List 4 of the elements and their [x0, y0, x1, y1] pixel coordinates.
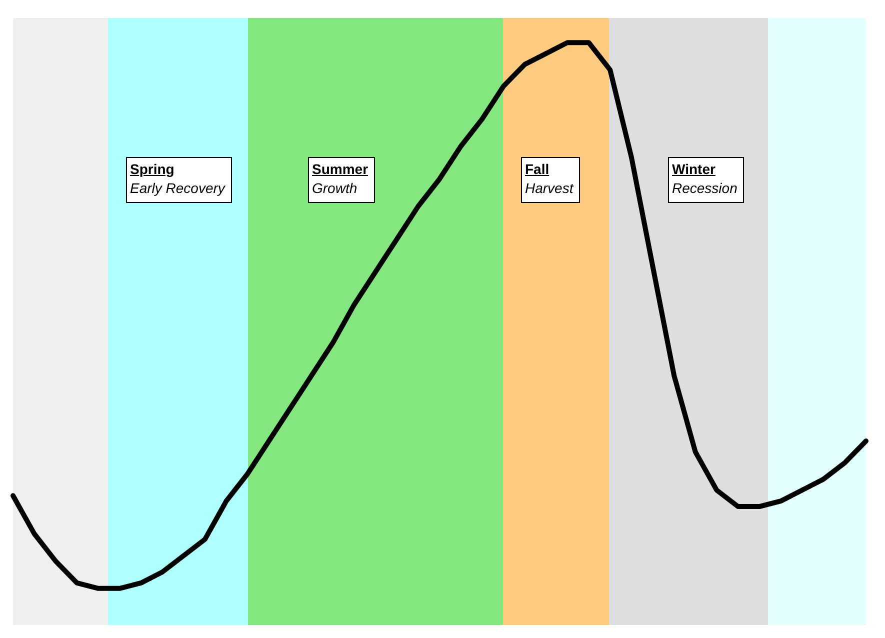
annotation: Fall Harvest: [525, 160, 574, 198]
annotation: Winter Recession: [672, 160, 738, 198]
annotation: Summer Growth: [312, 160, 368, 198]
annotation: Spring Early Recovery: [130, 160, 225, 198]
